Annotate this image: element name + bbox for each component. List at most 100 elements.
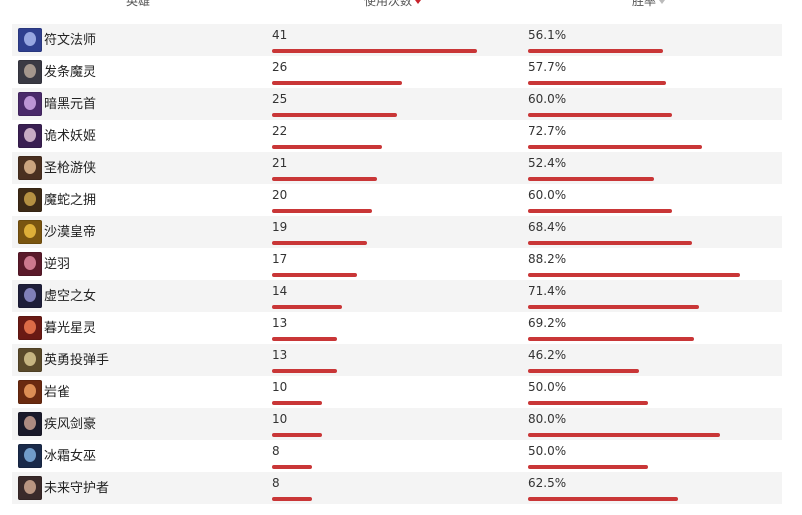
uses-value: 17 [272,252,288,266]
winrate-cell: 56.1% [528,28,768,54]
hero-name[interactable]: 诡术妖姬 [44,129,97,144]
uses-cell: 13 [272,348,512,374]
uses-value: 8 [272,444,280,458]
hero-name[interactable]: 暮光星灵 [44,321,97,336]
uses-cell: 10 [272,380,512,406]
winrate-value: 46.2% [528,348,567,362]
uses-cell: 41 [272,28,512,54]
winrate-bar [528,401,648,405]
hero-name[interactable]: 岩雀 [44,385,71,400]
hero-name[interactable]: 冰霜女巫 [44,449,97,464]
winrate-cell: 69.2% [528,316,768,342]
uses-value: 10 [272,380,288,394]
hero-avatar[interactable] [18,188,42,212]
winrate-cell: 68.4% [528,220,768,246]
winrate-cell: 88.2% [528,252,768,278]
hero-avatar[interactable] [18,220,42,244]
hero-name[interactable]: 逆羽 [44,257,71,272]
winrate-value: 69.2% [528,316,567,330]
uses-value: 13 [272,348,288,362]
uses-bar [272,145,382,149]
hero-avatar[interactable] [18,316,42,340]
winrate-cell: 52.4% [528,156,768,182]
uses-value: 8 [272,476,280,490]
table-row: 符文法师 41 56.1% [12,24,782,56]
table-row: 圣枪游侠 21 52.4% [12,152,782,184]
uses-cell: 25 [272,92,512,118]
uses-bar [272,209,372,213]
hero-name[interactable]: 疾风剑豪 [44,417,97,432]
uses-cell: 26 [272,60,512,86]
winrate-bar [528,49,663,53]
uses-value: 14 [272,284,288,298]
winrate-bar [528,241,692,245]
winrate-column-header[interactable]: 胜率 [632,0,666,9]
winrate-bar [528,273,740,277]
uses-cell: 19 [272,220,512,246]
hero-avatar[interactable] [18,476,42,500]
hero-stats-table: 符文法师 41 56.1% 发条魔灵 26 57.7% 暗黑元首 25 60.0% 诡术妖姬 22 7… [12,24,782,504]
winrate-bar [528,433,720,437]
winrate-cell: 50.0% [528,444,768,470]
hero-name[interactable]: 暗黑元首 [44,97,97,112]
uses-cell: 8 [272,476,512,502]
hero-name[interactable]: 魔蛇之拥 [44,193,97,208]
hero-avatar[interactable] [18,60,42,84]
hero-avatar[interactable] [18,284,42,308]
uses-value: 25 [272,92,288,106]
winrate-value: 88.2% [528,252,567,266]
hero-avatar[interactable] [18,124,42,148]
hero-name[interactable]: 英勇投弹手 [44,353,110,368]
uses-cell: 21 [272,156,512,182]
table-row: 暮光星灵 13 69.2% [12,312,782,344]
table-row: 发条魔灵 26 57.7% [12,56,782,88]
hero-avatar[interactable] [18,92,42,116]
hero-name[interactable]: 未来守护者 [44,481,110,496]
hero-avatar[interactable] [18,380,42,404]
uses-bar [272,369,337,373]
uses-cell: 22 [272,124,512,150]
uses-bar [272,497,312,501]
hero-name[interactable]: 虚空之女 [44,289,97,304]
uses-value: 21 [272,156,288,170]
table-row: 未来守护者 8 62.5% [12,472,782,504]
hero-column-header: 英雄 [126,0,151,8]
table-row: 疾风剑豪 10 80.0% [12,408,782,440]
uses-bar [272,273,357,277]
table-header: 英雄 使用次数 胜率 [0,0,802,8]
winrate-value: 52.4% [528,156,567,170]
hero-avatar[interactable] [18,444,42,468]
hero-avatar[interactable] [18,252,42,276]
winrate-bar [528,305,699,309]
hero-name[interactable]: 符文法师 [44,33,97,48]
uses-bar [272,433,322,437]
hero-name[interactable]: 发条魔灵 [44,65,97,80]
winrate-cell: 57.7% [528,60,768,86]
hero-avatar[interactable] [18,348,42,372]
winrate-value: 72.7% [528,124,567,138]
hero-avatar[interactable] [18,156,42,180]
hero-name[interactable]: 圣枪游侠 [44,161,97,176]
winrate-bar [528,113,672,117]
hero-avatar[interactable] [18,28,42,52]
winrate-cell: 50.0% [528,380,768,406]
uses-column-header[interactable]: 使用次数 [364,0,422,9]
table-row: 诡术妖姬 22 72.7% [12,120,782,152]
uses-value: 10 [272,412,288,426]
uses-cell: 10 [272,412,512,438]
hero-avatar[interactable] [18,412,42,436]
uses-bar [272,241,367,245]
table-row: 英勇投弹手 13 46.2% [12,344,782,376]
winrate-value: 60.0% [528,188,567,202]
sort-icon [659,0,666,4]
hero-name[interactable]: 沙漠皇帝 [44,225,97,240]
table-row: 虚空之女 14 71.4% [12,280,782,312]
uses-value: 20 [272,188,288,202]
winrate-value: 68.4% [528,220,567,234]
uses-cell: 8 [272,444,512,470]
uses-bar [272,401,322,405]
winrate-cell: 71.4% [528,284,768,310]
winrate-bar [528,81,666,85]
sort-desc-icon [415,0,422,4]
winrate-value: 50.0% [528,444,567,458]
